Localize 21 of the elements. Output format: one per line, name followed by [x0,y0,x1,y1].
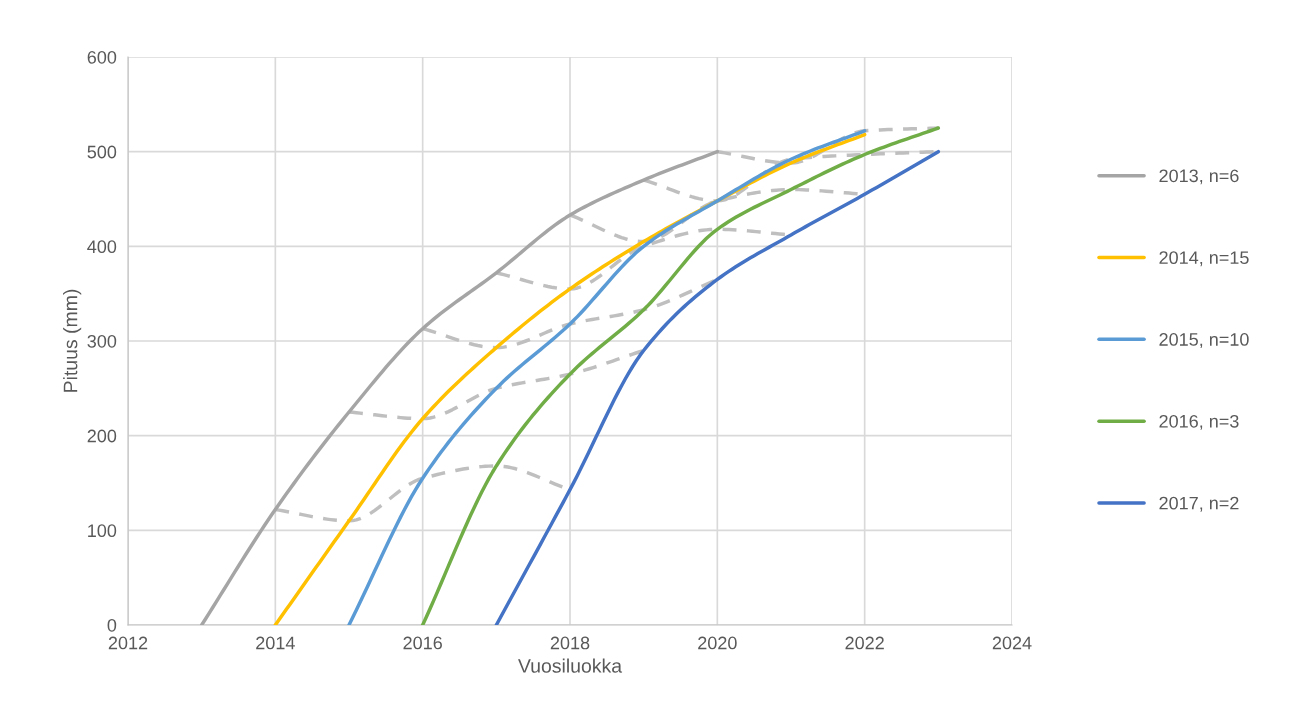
y-tick-label: 400 [87,240,117,254]
y-tick-label: 300 [87,334,117,348]
y-tick-label: 200 [87,429,117,443]
x-axis-title: Vuosiluokka [518,658,623,673]
x-tick-label: 2020 [698,636,737,650]
y-tick-label: 500 [87,145,117,159]
legend-label: 2016, n=3 [1159,414,1239,430]
legend-label: 2013, n=6 [1159,169,1239,185]
legend-label: 2014, n=15 [1159,251,1249,267]
x-tick-label: 2024 [992,636,1032,650]
y-tick-label: 600 [87,50,117,64]
legend-label: 2017, n=2 [1159,496,1239,512]
x-tick-label: 2016 [403,636,442,650]
x-tick-label: 2014 [256,636,295,650]
x-tick-label: 2012 [108,636,148,650]
y-axis-title: Pituus (mm) [63,289,82,392]
y-tick-label: 100 [88,524,117,538]
y-tick-label: 0 [107,618,117,632]
legend-label: 2015, n=10 [1159,333,1249,348]
x-tick-label: 2018 [550,636,590,650]
x-tick-label: 2022 [845,636,884,650]
